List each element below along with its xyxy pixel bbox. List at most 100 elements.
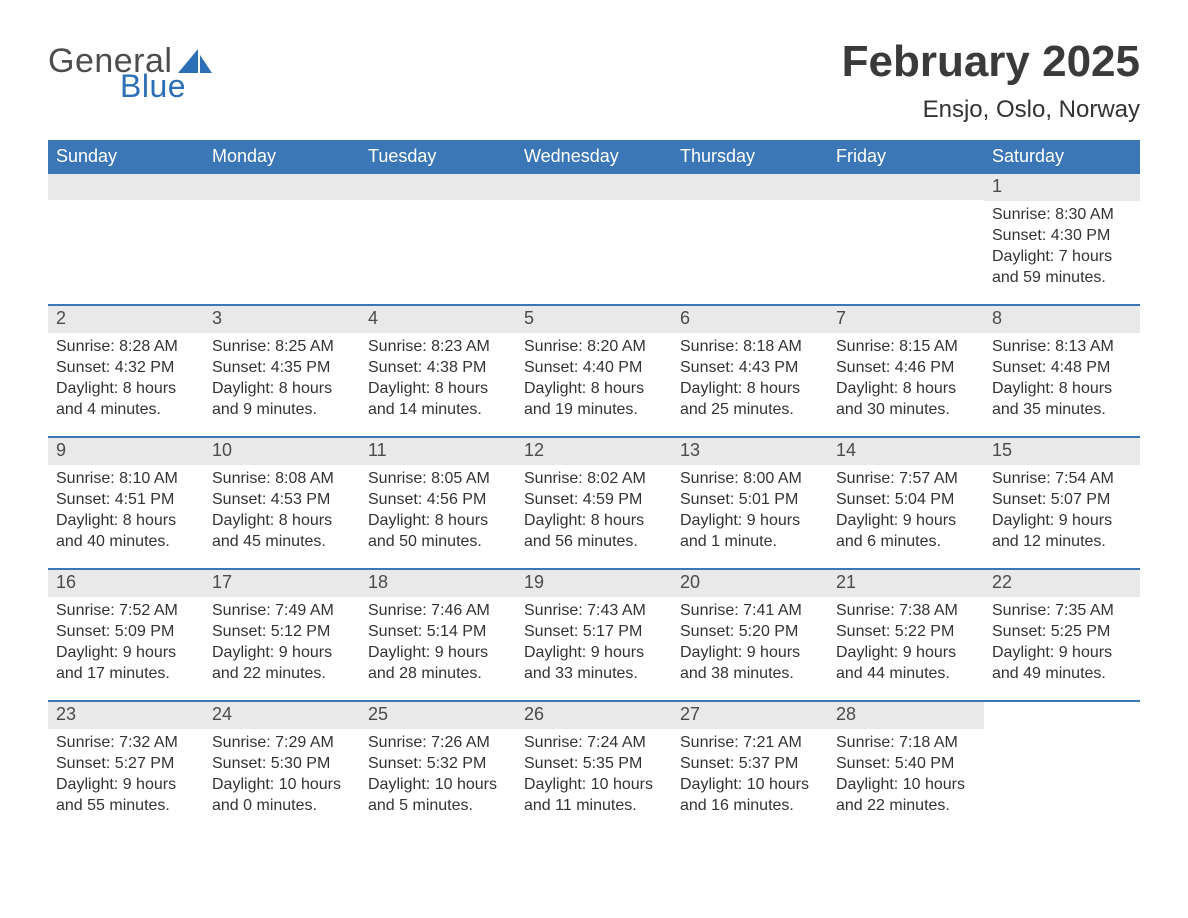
daylight2-text: and 4 minutes. bbox=[56, 400, 196, 420]
sunrise-text: Sunrise: 7:46 AM bbox=[368, 601, 508, 621]
sunset-text: Sunset: 5:14 PM bbox=[368, 622, 508, 642]
weekday-header-row: Sunday Monday Tuesday Wednesday Thursday… bbox=[48, 140, 1140, 174]
day-number-strip: 19 bbox=[516, 570, 672, 597]
sunrise-text: Sunrise: 7:54 AM bbox=[992, 469, 1132, 489]
sunset-text: Sunset: 5:40 PM bbox=[836, 754, 976, 774]
daylight1-text: Daylight: 9 hours bbox=[56, 643, 196, 663]
day-cell: 25Sunrise: 7:26 AMSunset: 5:32 PMDayligh… bbox=[360, 702, 516, 832]
day-number-strip: 28 bbox=[828, 702, 984, 729]
daylight1-text: Daylight: 9 hours bbox=[212, 643, 352, 663]
calendar-page: General Blue February 2025 Ensjo, Oslo, … bbox=[0, 0, 1188, 888]
day-number-strip: 26 bbox=[516, 702, 672, 729]
sunrise-text: Sunrise: 7:29 AM bbox=[212, 733, 352, 753]
day-number-strip bbox=[204, 174, 360, 200]
week-row: 1Sunrise: 8:30 AMSunset: 4:30 PMDaylight… bbox=[48, 174, 1140, 304]
sunrise-text: Sunrise: 8:02 AM bbox=[524, 469, 664, 489]
daylight2-text: and 22 minutes. bbox=[836, 796, 976, 816]
sunrise-text: Sunrise: 8:08 AM bbox=[212, 469, 352, 489]
day-cell: 5Sunrise: 8:20 AMSunset: 4:40 PMDaylight… bbox=[516, 306, 672, 436]
sunset-text: Sunset: 4:43 PM bbox=[680, 358, 820, 378]
day-cell: 15Sunrise: 7:54 AMSunset: 5:07 PMDayligh… bbox=[984, 438, 1140, 568]
day-cell: 2Sunrise: 8:28 AMSunset: 4:32 PMDaylight… bbox=[48, 306, 204, 436]
sunset-text: Sunset: 4:32 PM bbox=[56, 358, 196, 378]
sunset-text: Sunset: 5:37 PM bbox=[680, 754, 820, 774]
day-number-strip: 3 bbox=[204, 306, 360, 333]
day-cell: 20Sunrise: 7:41 AMSunset: 5:20 PMDayligh… bbox=[672, 570, 828, 700]
daylight2-text: and 28 minutes. bbox=[368, 664, 508, 684]
day-cell: 6Sunrise: 8:18 AMSunset: 4:43 PMDaylight… bbox=[672, 306, 828, 436]
week-row: 16Sunrise: 7:52 AMSunset: 5:09 PMDayligh… bbox=[48, 568, 1140, 700]
day-cell: 19Sunrise: 7:43 AMSunset: 5:17 PMDayligh… bbox=[516, 570, 672, 700]
sunset-text: Sunset: 5:04 PM bbox=[836, 490, 976, 510]
calendar-body: 1Sunrise: 8:30 AMSunset: 4:30 PMDaylight… bbox=[48, 174, 1140, 832]
day-number-strip: 15 bbox=[984, 438, 1140, 465]
sunrise-text: Sunrise: 8:20 AM bbox=[524, 337, 664, 357]
header-row: General Blue February 2025 Ensjo, Oslo, … bbox=[48, 40, 1140, 122]
sunrise-text: Sunrise: 7:35 AM bbox=[992, 601, 1132, 621]
day-number-strip bbox=[516, 174, 672, 200]
weekday-monday: Monday bbox=[204, 140, 360, 174]
daylight1-text: Daylight: 10 hours bbox=[368, 775, 508, 795]
sunrise-text: Sunrise: 8:13 AM bbox=[992, 337, 1132, 357]
day-number-strip: 14 bbox=[828, 438, 984, 465]
sunrise-text: Sunrise: 8:28 AM bbox=[56, 337, 196, 357]
daylight1-text: Daylight: 8 hours bbox=[212, 379, 352, 399]
daylight2-text: and 6 minutes. bbox=[836, 532, 976, 552]
week-row: 23Sunrise: 7:32 AMSunset: 5:27 PMDayligh… bbox=[48, 700, 1140, 832]
daylight1-text: Daylight: 8 hours bbox=[836, 379, 976, 399]
day-number-strip: 6 bbox=[672, 306, 828, 333]
sunset-text: Sunset: 4:48 PM bbox=[992, 358, 1132, 378]
sunset-text: Sunset: 4:59 PM bbox=[524, 490, 664, 510]
empty-day-cell bbox=[984, 702, 1140, 832]
daylight2-text: and 44 minutes. bbox=[836, 664, 976, 684]
daylight2-text: and 0 minutes. bbox=[212, 796, 352, 816]
daylight1-text: Daylight: 9 hours bbox=[836, 511, 976, 531]
daylight2-text: and 11 minutes. bbox=[524, 796, 664, 816]
day-cell: 27Sunrise: 7:21 AMSunset: 5:37 PMDayligh… bbox=[672, 702, 828, 832]
day-cell: 4Sunrise: 8:23 AMSunset: 4:38 PMDaylight… bbox=[360, 306, 516, 436]
sunrise-text: Sunrise: 7:57 AM bbox=[836, 469, 976, 489]
daylight2-text: and 9 minutes. bbox=[212, 400, 352, 420]
sunrise-text: Sunrise: 7:49 AM bbox=[212, 601, 352, 621]
sunrise-text: Sunrise: 8:00 AM bbox=[680, 469, 820, 489]
day-cell: 3Sunrise: 8:25 AMSunset: 4:35 PMDaylight… bbox=[204, 306, 360, 436]
daylight2-text: and 1 minute. bbox=[680, 532, 820, 552]
day-number-strip: 17 bbox=[204, 570, 360, 597]
day-number-strip bbox=[48, 174, 204, 200]
day-cell: 9Sunrise: 8:10 AMSunset: 4:51 PMDaylight… bbox=[48, 438, 204, 568]
sunset-text: Sunset: 5:17 PM bbox=[524, 622, 664, 642]
daylight2-text: and 33 minutes. bbox=[524, 664, 664, 684]
empty-day-cell bbox=[360, 174, 516, 304]
daylight1-text: Daylight: 8 hours bbox=[368, 379, 508, 399]
daylight2-text: and 59 minutes. bbox=[992, 268, 1132, 288]
empty-day-cell bbox=[516, 174, 672, 304]
daylight1-text: Daylight: 10 hours bbox=[524, 775, 664, 795]
day-cell: 7Sunrise: 8:15 AMSunset: 4:46 PMDaylight… bbox=[828, 306, 984, 436]
day-cell: 18Sunrise: 7:46 AMSunset: 5:14 PMDayligh… bbox=[360, 570, 516, 700]
sunset-text: Sunset: 4:46 PM bbox=[836, 358, 976, 378]
day-number-strip bbox=[360, 174, 516, 200]
daylight2-text: and 50 minutes. bbox=[368, 532, 508, 552]
sunrise-text: Sunrise: 7:52 AM bbox=[56, 601, 196, 621]
sunset-text: Sunset: 4:30 PM bbox=[992, 226, 1132, 246]
sunset-text: Sunset: 4:40 PM bbox=[524, 358, 664, 378]
daylight1-text: Daylight: 10 hours bbox=[212, 775, 352, 795]
sunrise-text: Sunrise: 8:15 AM bbox=[836, 337, 976, 357]
day-cell: 24Sunrise: 7:29 AMSunset: 5:30 PMDayligh… bbox=[204, 702, 360, 832]
daylight2-text: and 17 minutes. bbox=[56, 664, 196, 684]
day-cell: 8Sunrise: 8:13 AMSunset: 4:48 PMDaylight… bbox=[984, 306, 1140, 436]
sunset-text: Sunset: 4:38 PM bbox=[368, 358, 508, 378]
sunset-text: Sunset: 5:01 PM bbox=[680, 490, 820, 510]
daylight1-text: Daylight: 9 hours bbox=[524, 643, 664, 663]
day-cell: 10Sunrise: 8:08 AMSunset: 4:53 PMDayligh… bbox=[204, 438, 360, 568]
day-cell: 16Sunrise: 7:52 AMSunset: 5:09 PMDayligh… bbox=[48, 570, 204, 700]
day-cell: 1Sunrise: 8:30 AMSunset: 4:30 PMDaylight… bbox=[984, 174, 1140, 304]
sunrise-text: Sunrise: 7:41 AM bbox=[680, 601, 820, 621]
month-title: February 2025 bbox=[842, 40, 1140, 84]
daylight1-text: Daylight: 8 hours bbox=[56, 379, 196, 399]
sunrise-text: Sunrise: 7:32 AM bbox=[56, 733, 196, 753]
daylight1-text: Daylight: 8 hours bbox=[56, 511, 196, 531]
day-cell: 13Sunrise: 8:00 AMSunset: 5:01 PMDayligh… bbox=[672, 438, 828, 568]
daylight2-text: and 5 minutes. bbox=[368, 796, 508, 816]
daylight2-text: and 49 minutes. bbox=[992, 664, 1132, 684]
